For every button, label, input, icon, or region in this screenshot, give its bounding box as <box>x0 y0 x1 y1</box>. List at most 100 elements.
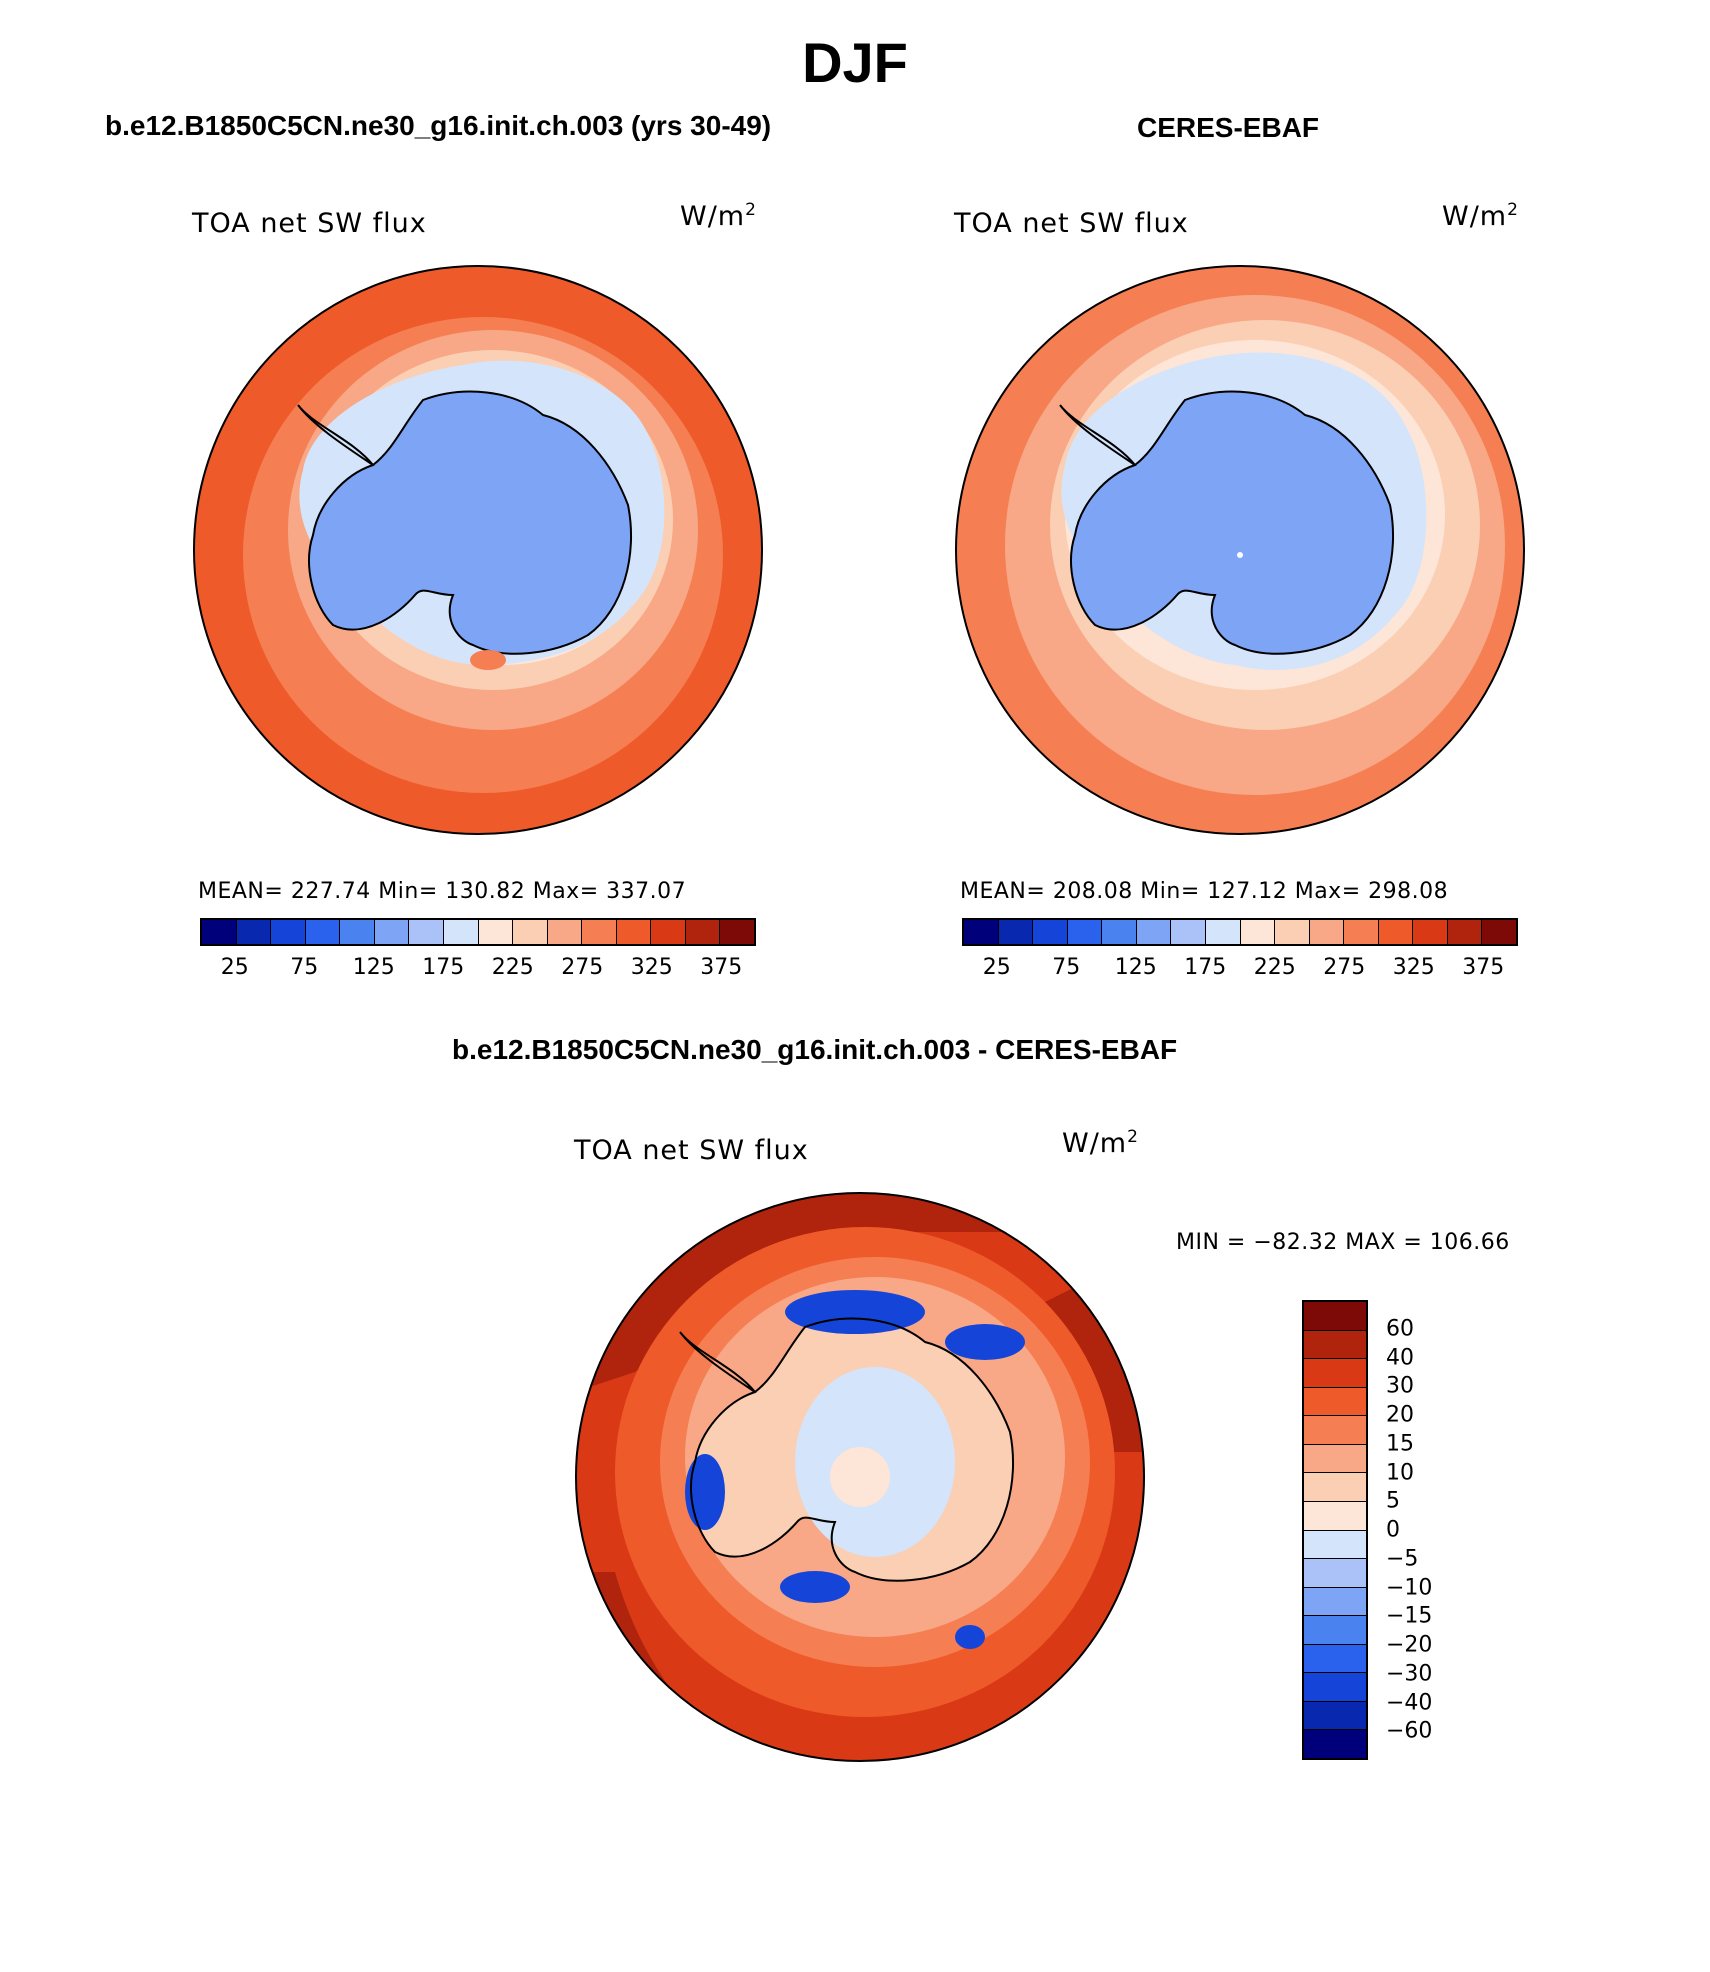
right-colorbar-swatch <box>1482 920 1516 944</box>
diff-colorbar-tick-label: −10 <box>1386 1575 1433 1600</box>
diff-colorbar-swatch <box>1304 1330 1366 1360</box>
left-colorbar-swatch <box>271 920 306 944</box>
left-colorbar-swatch <box>202 920 237 944</box>
right-colorbar-swatch <box>1413 920 1448 944</box>
diff-panel-title: b.e12.B1850C5CN.ne30_g16.init.ch.003 - C… <box>452 1034 1178 1065</box>
right-colorbar-swatch <box>1102 920 1137 944</box>
diff-units-label: W/m2 <box>1062 1127 1139 1159</box>
left-panel-title: b.e12.B1850C5CN.ne30_g16.init.ch.003 (yr… <box>105 110 772 141</box>
right-colorbar-tick-label: 125 <box>1114 955 1157 980</box>
left-variable-label: TOA net SW flux <box>192 208 427 239</box>
left-stats: MEAN= 227.74 Min= 130.82 Max= 337.07 <box>198 879 687 904</box>
diff-colorbar-swatch <box>1304 1501 1366 1531</box>
left-colorbar-tick-label: 75 <box>290 955 319 980</box>
right-colorbar-tick-label: 325 <box>1392 955 1435 980</box>
left-colorbar-swatch <box>443 920 479 944</box>
right-panel-title: CERES-EBAF <box>1137 112 1320 143</box>
diff-colorbar-swatch <box>1304 1730 1366 1758</box>
right-colorbar-tick-label: 375 <box>1462 955 1505 980</box>
right-units-label: W/m2 <box>1442 200 1519 232</box>
left-colorbar-ticks: 25 75 125 175 225 275 325 375 <box>200 955 756 985</box>
diff-colorbar-tick-label: −20 <box>1386 1632 1433 1658</box>
diff-colorbar-tick-label: −40 <box>1386 1690 1433 1715</box>
diff-colorbar-swatch <box>1304 1559 1366 1588</box>
right-colorbar-tick-label: 75 <box>1052 955 1081 980</box>
right-colorbar-swatch <box>1447 920 1483 944</box>
left-colorbar-swatch <box>720 920 754 944</box>
left-colorbar-swatch <box>305 920 341 944</box>
right-colorbar <box>962 918 1518 946</box>
right-variable-label: TOA net SW flux <box>954 208 1189 239</box>
left-colorbar-swatch <box>409 920 444 944</box>
diff-variable-label: TOA net SW flux <box>574 1135 809 1166</box>
diff-colorbar-tick-label: 40 <box>1386 1345 1414 1370</box>
right-colorbar-tick-label: 275 <box>1323 955 1366 980</box>
right-colorbar-swatch <box>1275 920 1310 944</box>
left-colorbar-swatch <box>616 920 652 944</box>
left-colorbar-tick-label: 225 <box>491 955 534 980</box>
left-colorbar-swatch <box>513 920 548 944</box>
diff-colorbar-tick-label: −30 <box>1386 1661 1433 1687</box>
right-colorbar-swatch <box>1344 920 1379 944</box>
left-polar-map <box>193 265 763 835</box>
left-colorbar-swatch <box>582 920 617 944</box>
right-colorbar-swatch <box>1309 920 1345 944</box>
right-colorbar-swatch <box>1240 920 1276 944</box>
left-colorbar-swatch <box>478 920 514 944</box>
right-colorbar-ticks: 25 75 125 175 225 275 325 375 <box>962 955 1518 985</box>
diff-colorbar-ticks: 60 40 30 20 15 10 5 0 −5 −10 −15 −20 −30 −40 −60 <box>1386 1300 1506 1760</box>
right-colorbar-tick-label: 175 <box>1184 955 1227 980</box>
right-colorbar-swatch <box>1205 920 1241 944</box>
left-colorbar-tick-label: 375 <box>700 955 743 980</box>
diff-colorbar-swatch <box>1304 1673 1366 1702</box>
diff-colorbar-swatch <box>1304 1644 1366 1674</box>
left-colorbar-tick-label: 125 <box>352 955 395 980</box>
right-colorbar-swatch <box>964 920 999 944</box>
diff-colorbar-swatch <box>1304 1587 1366 1617</box>
right-colorbar-swatch <box>1171 920 1206 944</box>
left-colorbar-swatch <box>340 920 375 944</box>
left-colorbar-tick-label: 25 <box>220 955 249 980</box>
diff-colorbar-tick-label: 30 <box>1386 1373 1414 1399</box>
left-colorbar-swatch <box>374 920 410 944</box>
diff-polar-map <box>575 1192 1145 1762</box>
right-stats: MEAN= 208.08 Min= 127.12 Max= 298.08 <box>960 879 1449 904</box>
diff-colorbar-swatch <box>1304 1302 1366 1331</box>
diff-colorbar-tick-label: −5 <box>1386 1546 1419 1572</box>
right-colorbar-tick-label: 25 <box>982 955 1011 980</box>
diff-colorbar-tick-label: 60 <box>1386 1316 1414 1342</box>
right-colorbar-swatch <box>998 920 1034 944</box>
right-colorbar-swatch <box>1067 920 1103 944</box>
left-units-label: W/m2 <box>680 200 757 232</box>
diff-colorbar-swatch <box>1304 1530 1366 1560</box>
diff-colorbar-swatch <box>1304 1701 1366 1731</box>
diff-colorbar-tick-label: 5 <box>1386 1488 1400 1514</box>
right-colorbar-swatch <box>1378 920 1414 944</box>
left-colorbar-swatch <box>651 920 686 944</box>
diff-colorbar <box>1302 1300 1368 1760</box>
diff-colorbar-tick-label: −60 <box>1386 1718 1433 1744</box>
left-colorbar-swatch <box>685 920 721 944</box>
left-colorbar-tick-label: 275 <box>561 955 604 980</box>
diff-colorbar-swatch <box>1304 1444 1366 1474</box>
diff-minmax: MIN = −82.32 MAX = 106.66 <box>1176 1230 1510 1255</box>
left-colorbar-swatch <box>236 920 272 944</box>
diff-colorbar-tick-label: 0 <box>1386 1517 1400 1543</box>
diff-colorbar-swatch <box>1304 1387 1366 1417</box>
diff-colorbar-tick-label: −15 <box>1386 1603 1433 1629</box>
diff-colorbar-tick-label: 10 <box>1386 1460 1414 1485</box>
diff-colorbar-tick-label: 15 <box>1386 1431 1414 1457</box>
diff-colorbar-tick-label: 20 <box>1386 1402 1414 1428</box>
left-colorbar-swatch <box>547 920 583 944</box>
right-colorbar-swatch <box>1033 920 1068 944</box>
diff-colorbar-swatch <box>1304 1616 1366 1645</box>
left-colorbar-tick-label: 175 <box>422 955 465 980</box>
right-colorbar-swatch <box>1136 920 1172 944</box>
left-colorbar-tick-label: 325 <box>630 955 673 980</box>
diff-colorbar-swatch <box>1304 1473 1366 1502</box>
right-colorbar-tick-label: 225 <box>1253 955 1296 980</box>
right-polar-map <box>955 265 1525 835</box>
left-colorbar <box>200 918 756 946</box>
diff-colorbar-swatch <box>1304 1359 1366 1388</box>
diff-colorbar-swatch <box>1304 1416 1366 1445</box>
